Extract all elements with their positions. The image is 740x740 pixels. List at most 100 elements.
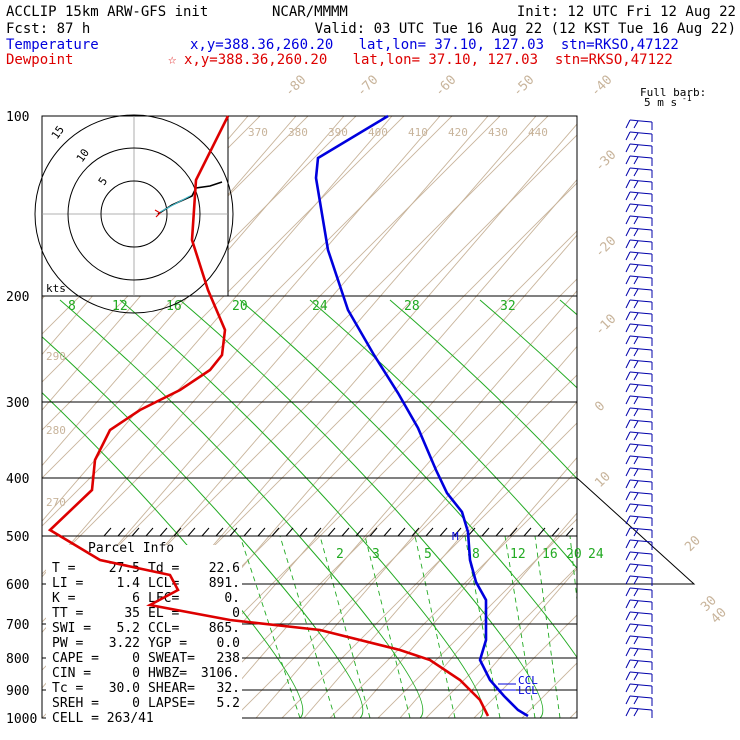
parcel-row-key: Tc =: [52, 681, 83, 696]
parcel-row-value: 5.2: [117, 621, 140, 636]
header-forecast: Fcst: 87 h: [6, 21, 90, 37]
parcel-row-value: 0.0: [217, 636, 240, 651]
theta-tick-label: 370: [248, 126, 268, 139]
parcel-row-key: HWBZ=: [148, 666, 187, 681]
dewpoint-star-icon: ☆: [168, 52, 177, 68]
barb-legend-exponent: -1: [682, 94, 692, 103]
parcel-info-title: Parcel Info: [88, 541, 174, 556]
parcel-row-value: 865.: [209, 621, 240, 636]
mixing-ratio-label: 8: [68, 299, 76, 314]
parcel-row-key: LI =: [52, 576, 83, 591]
mixing-ratio-label: 32: [500, 299, 516, 314]
hodograph-ring-label: 15: [49, 123, 67, 141]
mixing-ratio-label: 5: [424, 547, 432, 562]
isotherm-tick-label: -80: [282, 73, 309, 100]
hatch-500: [103, 527, 574, 537]
mixing-ratio-labels: 8 12 16 20 24 28 322 3 5 8 12 16 20 24: [68, 299, 604, 562]
parcel-row-key: K =: [52, 591, 76, 606]
mixing-ratio-label: 24: [588, 547, 604, 562]
parcel-row-value: 32.: [217, 681, 240, 696]
parcel-row-key: T =: [52, 561, 76, 576]
marker-m: M: [452, 530, 459, 543]
mixing-ratio-label: 12: [510, 547, 526, 562]
theta-tick-label: 420: [448, 126, 468, 139]
parcel-row-key: SHEAR=: [148, 681, 195, 696]
hodograph: [34, 114, 234, 314]
hodograph-ring-label: 10: [74, 146, 92, 164]
mixing-ratio-label: 12: [112, 299, 128, 314]
moist-adiabat-lines: [42, 299, 577, 718]
theta-tick-label: 430: [488, 126, 508, 139]
parcel-row-value: 3106.: [201, 666, 240, 681]
parcel-row-value: 22.6: [209, 561, 240, 576]
pressure-tick-label: 400: [6, 472, 29, 487]
marker-ccl: CCL: [518, 674, 538, 687]
isotherm-tick-label: 20: [682, 533, 704, 555]
temperature-location: x,y=388.36,260.20 lat,lon= 37.10, 127.03…: [190, 37, 679, 53]
header-valid: Valid: 03 UTC Tue 16 Aug 22 (12 KST Tue …: [315, 21, 736, 37]
isotherm-tick-label: 10: [592, 469, 614, 491]
parcel-row-key: CAPE =: [52, 651, 99, 666]
pressure-axis: 100 200 300 400 500 600 700 800 900 1000: [6, 110, 37, 727]
parcel-row-key: LAPSE=: [148, 696, 195, 711]
theta-tick-label: 380: [288, 126, 308, 139]
theta-labels: 370 380 390 400 410 420 430 440 290 280 270: [46, 126, 548, 509]
header-org: NCAR/MMMM: [272, 4, 348, 20]
parcel-row-value: 0: [232, 606, 240, 621]
parcel-row-key: SREH =: [52, 696, 99, 711]
theta-tick-label: 280: [46, 424, 66, 437]
hodograph-units: kts: [46, 282, 66, 295]
parcel-row-key: YGP =: [148, 636, 187, 651]
parcel-row-key: PW =: [52, 636, 83, 651]
parcel-row-key: TT =: [52, 606, 83, 621]
parcel-row-value: 0: [132, 666, 140, 681]
series-line-dewpoint: [47, 115, 490, 717]
pressure-tick-label: 100: [6, 110, 29, 125]
pressure-tick-label: 300: [6, 396, 29, 411]
dewpoint-location: x,y=388.36,260.20 lat,lon= 37.10, 127.03…: [184, 52, 673, 68]
isotherm-tick-label: -20: [592, 234, 619, 261]
parcel-row-key: SWEAT=: [148, 651, 195, 666]
legend-temperature: Temperature: [6, 37, 99, 53]
parcel-info-box: [46, 545, 242, 725]
theta-tick-label: 440: [528, 126, 548, 139]
parcel-row-value: 0: [132, 651, 140, 666]
theta-tick-label: 400: [368, 126, 388, 139]
isotherm-tick-label: -10: [592, 312, 619, 339]
pressure-tick-label: 1000: [6, 712, 37, 727]
parcel-row-value: 238: [217, 651, 240, 666]
theta-tick-label: 390: [328, 126, 348, 139]
barb-legend-title: Full barb:: [640, 86, 706, 99]
parcel-row-value: 1.4: [117, 576, 141, 591]
parcel-row-value: 35: [124, 606, 140, 621]
pressure-tick-label: 900: [6, 684, 29, 699]
mixing-ratio-label: 8: [472, 547, 480, 562]
mixing-ratio-label: 24: [312, 299, 328, 314]
pressure-tick-label: 200: [6, 290, 29, 305]
isotherm-tick-label: -70: [354, 73, 381, 100]
parcel-row-value: 30.0: [109, 681, 140, 696]
pressure-tick-label: 800: [6, 652, 29, 667]
pressure-tick-label: 600: [6, 578, 29, 593]
parcel-row-value: 891.: [209, 576, 240, 591]
theta-tick-label: 410: [408, 126, 428, 139]
wind-barbs: [625, 119, 653, 718]
isotherm-tick-label: -50: [510, 73, 537, 100]
parcel-row-value: 0: [132, 696, 140, 711]
parcel-row-value: 3.22: [109, 636, 140, 651]
mixing-ratio-label: 20: [232, 299, 248, 314]
parcel-cell: CELL = 263/41: [52, 711, 154, 726]
theta-tick-label: 270: [46, 496, 66, 509]
parcel-row-key: CCL=: [148, 621, 179, 636]
barb-legend-units: 5 m s: [644, 96, 677, 109]
pressure-tick-label: 700: [6, 618, 29, 633]
header-title: ACCLIP 15km ARW-GFS init: [6, 4, 208, 20]
series-line-temperature: [314, 114, 529, 718]
mixing-ratio-label: 3: [372, 547, 380, 562]
parcel-row-value: 0.: [224, 591, 240, 606]
marker-lcl: LCL: [518, 684, 538, 697]
mixing-ratio-label: 2: [336, 547, 344, 562]
isotherm-tick-label: 0: [592, 399, 608, 415]
